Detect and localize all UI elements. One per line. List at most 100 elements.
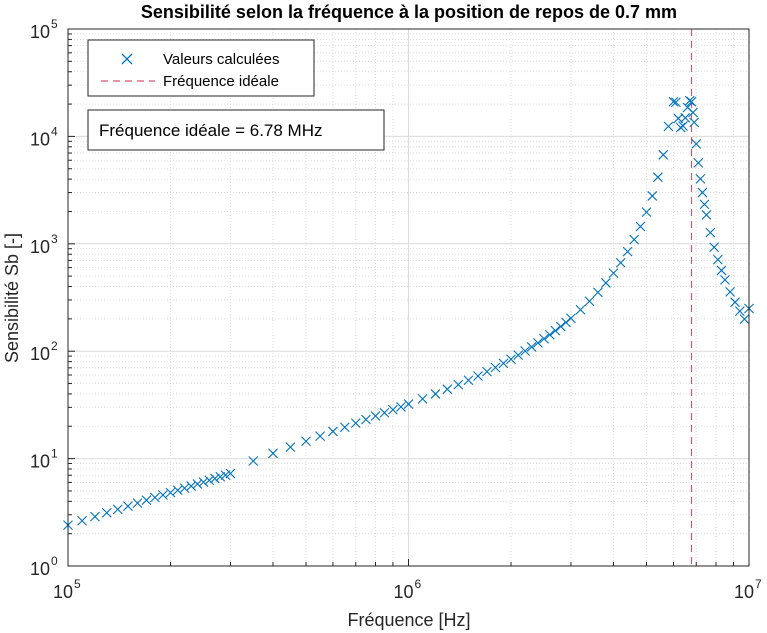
annotation-text: Fréquence idéale = 6.78 MHz: [99, 121, 323, 140]
y-tick-exponent: 4: [51, 124, 58, 138]
data-point: [561, 317, 571, 328]
data-point: [629, 234, 640, 245]
y-tick-label: 10 5: [30, 17, 58, 42]
data-point: [678, 121, 688, 131]
data-point: [693, 157, 704, 168]
data-point: [165, 487, 176, 498]
y-tick-label: 10 3: [30, 232, 58, 257]
legend-label-ideal: Fréquence idéale: [163, 73, 279, 90]
y-tick-base: 10: [30, 452, 50, 472]
legend-marker-calculated: [121, 53, 133, 65]
data-point: [689, 117, 700, 128]
data-point: [209, 473, 220, 484]
data-point: [172, 485, 183, 496]
x-tick-label: 10 6: [393, 577, 421, 602]
x-tick-base: 10: [53, 582, 73, 602]
data-point: [566, 313, 576, 324]
data-point: [658, 149, 669, 160]
data-point: [112, 504, 123, 515]
y-tick-label: 10 4: [30, 124, 58, 149]
legend: Valeurs calculées Fréquence idéale: [87, 39, 315, 97]
y-tick-base: 10: [30, 237, 50, 257]
data-point: [608, 268, 619, 279]
y-tick-label: 10 1: [30, 447, 58, 472]
data-point: [691, 138, 702, 149]
y-tick-base: 10: [30, 344, 50, 364]
data-point: [482, 366, 492, 377]
x-tick-labels: 10 5 10 6 10 7: [53, 577, 762, 602]
data-point: [498, 358, 509, 369]
y-tick-label: 10 0: [30, 554, 58, 579]
legend-box: [87, 39, 315, 97]
data-point: [204, 475, 215, 486]
data-point: [575, 304, 586, 315]
data-point: [663, 121, 674, 132]
data-point: [635, 221, 646, 232]
minor-grid: [68, 29, 749, 566]
data-point: [198, 477, 209, 488]
data-point: [179, 483, 190, 494]
data-point: [301, 436, 311, 447]
data-point: [339, 422, 350, 433]
data-point: [526, 342, 537, 352]
data-point: [544, 329, 555, 340]
data-point: [506, 354, 516, 365]
data-point: [712, 254, 723, 265]
data-point: [697, 187, 708, 198]
data-point: [513, 350, 524, 360]
data-point: [539, 333, 549, 344]
data-point: [285, 442, 296, 452]
data-point: [720, 275, 730, 285]
data-point: [688, 107, 698, 118]
data-point: [430, 389, 441, 399]
x-tick-exponent: 6: [415, 577, 422, 591]
y-tick-exponent: 2: [51, 339, 58, 353]
data-point: [647, 191, 658, 201]
x-tick-label: 10 7: [734, 577, 762, 602]
x-axis-label: Fréquence [Hz]: [347, 610, 470, 630]
data-point: [123, 501, 133, 512]
x-tick-base: 10: [734, 582, 754, 602]
data-point: [584, 296, 595, 307]
data-point: [555, 321, 566, 332]
data-point: [675, 122, 686, 133]
data-point: [186, 481, 197, 491]
data-point: [550, 325, 561, 336]
data-point: [141, 495, 152, 506]
data-point: [730, 297, 740, 308]
data-point: [315, 431, 325, 441]
data-point: [370, 411, 381, 421]
data-point: [686, 96, 697, 107]
x-tick-exponent: 7: [755, 577, 762, 591]
data-point: [680, 112, 691, 123]
annotation: Fréquence idéale = 6.78 MHz: [87, 109, 385, 151]
data-point: [379, 407, 390, 418]
data-point: [671, 97, 681, 108]
data-point: [533, 337, 543, 348]
x-tick-label: 10 5: [53, 577, 81, 602]
data-point: [77, 515, 87, 526]
data-point: [453, 379, 464, 390]
data-points: [63, 95, 754, 531]
data-point: [101, 507, 112, 518]
annotation-box: [87, 109, 385, 151]
data-point: [328, 426, 338, 437]
y-tick-base: 10: [30, 129, 50, 149]
data-point: [734, 306, 745, 317]
data-point: [361, 414, 371, 425]
y-tick-exponent: 5: [51, 17, 58, 31]
data-point: [396, 402, 406, 412]
data-point: [701, 209, 712, 220]
data-point: [248, 456, 259, 466]
data-point: [150, 492, 160, 503]
data-point: [593, 287, 603, 298]
y-tick-exponent: 1: [51, 447, 58, 461]
data-point: [668, 96, 679, 107]
y-tick-exponent: 0: [51, 554, 58, 568]
data-point: [652, 172, 663, 183]
y-tick-label: 10 2: [30, 339, 58, 364]
data-point: [192, 479, 203, 489]
data-point: [709, 242, 720, 253]
